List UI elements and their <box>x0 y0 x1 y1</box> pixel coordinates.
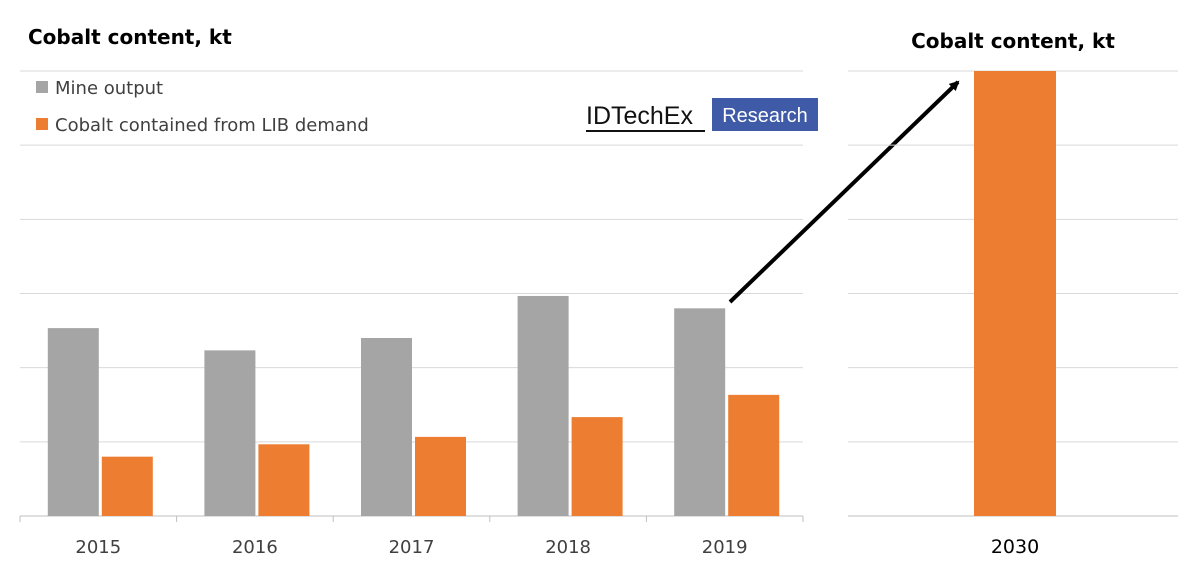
x-tick-label-2030: 2030 <box>991 536 1039 558</box>
brand-underline <box>586 130 705 132</box>
legend-label-lib-demand: Cobalt contained from LIB demand <box>55 115 369 136</box>
idtechex-logo: IDTechEx Research <box>586 98 818 132</box>
x-tick-label-2018: 2018 <box>545 537 591 558</box>
bar-lib-demand-2019 <box>728 394 780 516</box>
x-tick-label-2015: 2015 <box>75 537 121 558</box>
bar-lib-demand-2015 <box>101 456 153 516</box>
brand-badge-label: Research <box>722 105 808 127</box>
bar-lib-demand-2018 <box>571 417 623 516</box>
growth-arrow <box>728 80 960 304</box>
legend-label-mine-output: Mine output <box>55 78 163 99</box>
bar-mine-output-2018 <box>517 295 569 516</box>
bar-mine-output-2015 <box>47 328 99 516</box>
legend: Mine output Cobalt contained from LIB de… <box>36 78 369 136</box>
bar-lib-demand-2030 <box>974 71 1056 516</box>
bar-mine-output-2016 <box>204 350 256 516</box>
left-chart-title: Cobalt content, kt <box>28 25 232 49</box>
brand-badge <box>712 98 818 131</box>
x-tick-label-2016: 2016 <box>232 537 278 558</box>
left-bars <box>47 295 780 516</box>
left-x-ticks: 2015 2016 2017 2018 2019 <box>19 516 804 558</box>
right-chart-title: Cobalt content, kt <box>911 29 1115 53</box>
bar-lib-demand-2016 <box>258 444 310 516</box>
left-chart: Cobalt content, kt 2015 2016 2017 2018 2019 … <box>19 25 818 558</box>
legend-swatch-mine-output <box>36 81 48 93</box>
x-tick-label-2019: 2019 <box>702 537 748 558</box>
x-tick-label-2017: 2017 <box>389 537 435 558</box>
bar-lib-demand-2017 <box>415 436 466 516</box>
right-x-ticks: 2030 <box>991 536 1039 558</box>
bar-mine-output-2017 <box>361 338 412 516</box>
right-bars <box>974 71 1056 516</box>
brand-name: IDTechEx <box>586 102 693 130</box>
bar-mine-output-2019 <box>674 308 726 516</box>
right-chart: Cobalt content, kt 2030 <box>848 29 1178 558</box>
legend-swatch-lib-demand <box>36 118 48 130</box>
